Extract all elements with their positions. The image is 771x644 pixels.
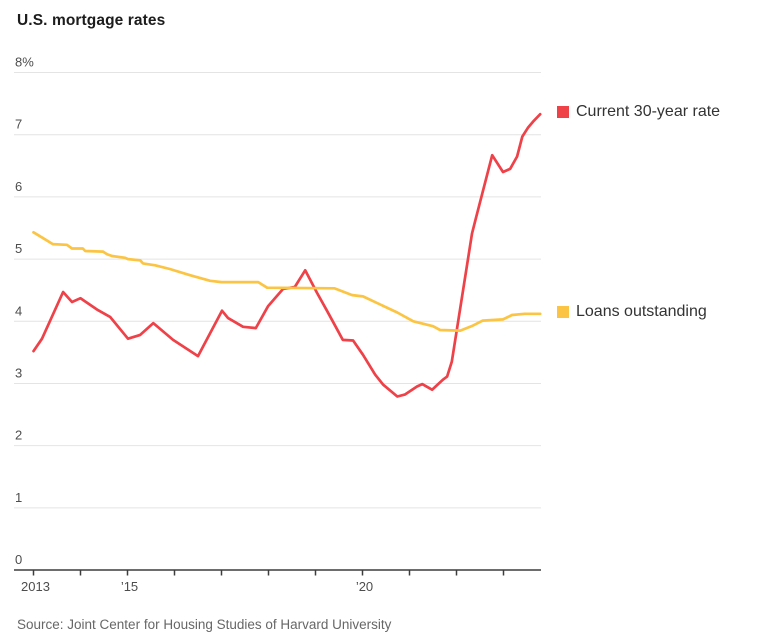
loans-outstanding-swatch-icon [557,306,569,318]
source-note: Source: Joint Center for Housing Studies… [17,617,392,632]
series-line-current-30-year-rate [32,112,542,398]
y-tick-label: 6 [15,179,22,194]
series-line-loans-outstanding [32,230,542,332]
gridlines [14,72,541,509]
legend-item-loans-outstanding: Loans outstanding [557,303,707,321]
x-tick-label: ’20 [356,579,373,594]
x-tick-label: ’15 [121,579,138,594]
current-rate-swatch-icon [557,106,569,118]
y-tick-label: 0 [15,552,22,567]
x-axis [14,569,541,576]
y-tick-label: 7 [15,117,22,132]
y-tick-label: 5 [15,241,22,256]
y-tick-label: 3 [15,365,22,380]
legend-item-current-rate: Current 30-year rate [557,103,720,121]
y-tick-label: 2 [15,428,22,443]
x-axis-labels: 2013 ’15 ’20 [21,579,373,594]
y-tick-label: 4 [15,303,22,318]
chart-title: U.S. mortgage rates [17,12,166,29]
y-tick-label: 1 [15,490,22,505]
legend-label-current-rate: Current 30-year rate [576,103,721,120]
y-axis-labels: 8% 7 6 5 4 3 2 1 0 [15,55,34,568]
x-tick-label: 2013 [21,579,50,594]
y-tick-label: 8% [15,55,34,70]
legend-label-loans-outstanding: Loans outstanding [576,303,707,320]
